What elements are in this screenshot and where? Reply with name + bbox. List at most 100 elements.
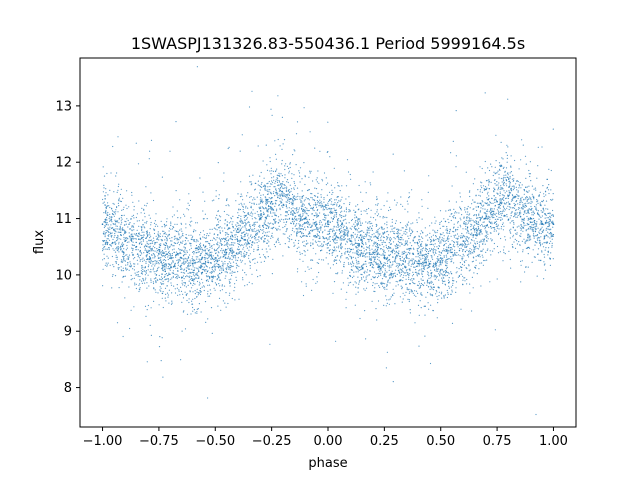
data-point [538,194,541,196]
data-point [335,340,337,342]
data-point [225,254,227,256]
data-point [166,221,168,223]
data-point [422,268,424,270]
data-point [205,237,207,239]
data-point [380,239,382,241]
data-point [293,242,295,244]
data-point [152,237,155,239]
data-point [408,278,410,280]
data-point [236,252,238,254]
data-point [227,302,229,305]
data-point [235,234,237,236]
data-point [302,233,304,235]
data-point [166,237,168,239]
data-point [303,107,305,109]
data-point [225,306,227,308]
data-point [478,227,480,229]
data-point [177,259,179,261]
data-point [251,244,253,246]
data-point [158,266,160,268]
data-point [524,242,526,244]
data-point [522,205,524,207]
data-point [336,273,338,275]
data-point [394,245,396,247]
data-point [491,210,493,212]
data-point [291,217,293,219]
data-point [129,237,131,239]
data-point [310,267,312,269]
data-point [236,222,238,224]
data-point [203,237,205,239]
data-point [270,173,272,175]
data-point [510,215,512,217]
data-point [204,249,206,251]
data-point [500,188,502,190]
data-point [406,228,408,230]
data-point [520,233,522,235]
data-point [111,232,113,234]
data-point [231,265,233,268]
data-point [311,224,313,226]
data-point [376,224,378,226]
data-point [142,271,144,273]
data-point [323,198,325,200]
data-point [133,223,135,225]
data-point [186,251,188,253]
data-point [231,249,234,251]
data-point [439,261,441,263]
data-point [386,257,388,259]
data-point [202,230,204,232]
data-point [534,226,536,228]
data-point [525,229,527,231]
data-point [490,213,492,215]
data-point [256,221,258,223]
data-point [481,223,483,226]
data-point [299,258,301,260]
data-point [511,194,513,196]
data-point [509,229,511,231]
data-point [436,231,438,234]
data-point [142,219,144,221]
data-point [141,273,143,275]
data-point [395,265,397,267]
data-point [138,257,141,259]
data-point [167,274,169,276]
data-point [144,305,147,307]
data-point [288,200,290,202]
data-point [177,217,179,219]
data-point [344,234,346,236]
data-point [182,250,185,252]
data-point [511,243,513,246]
data-point [304,210,306,212]
data-point [163,244,165,246]
data-point [466,249,468,251]
data-point [176,273,178,275]
data-point [506,216,508,218]
data-point [377,252,379,254]
data-point [537,236,539,238]
data-point [425,258,427,260]
data-point [115,254,117,256]
data-point [168,289,170,291]
data-point [243,236,245,238]
data-point [420,278,422,280]
data-point [342,215,344,217]
data-point [430,274,432,276]
data-point [216,237,218,239]
data-point [275,170,277,172]
data-point [139,287,141,289]
data-point [504,236,506,238]
data-point [490,202,492,204]
data-point [295,133,298,135]
data-point [375,250,377,252]
data-point [417,304,420,306]
data-point [443,225,445,227]
data-point [355,282,357,284]
data-point [107,238,109,240]
data-point [212,277,214,279]
data-point [363,250,365,252]
data-point [434,232,436,234]
data-point [352,265,354,267]
data-point [518,225,520,227]
data-point [170,221,172,223]
